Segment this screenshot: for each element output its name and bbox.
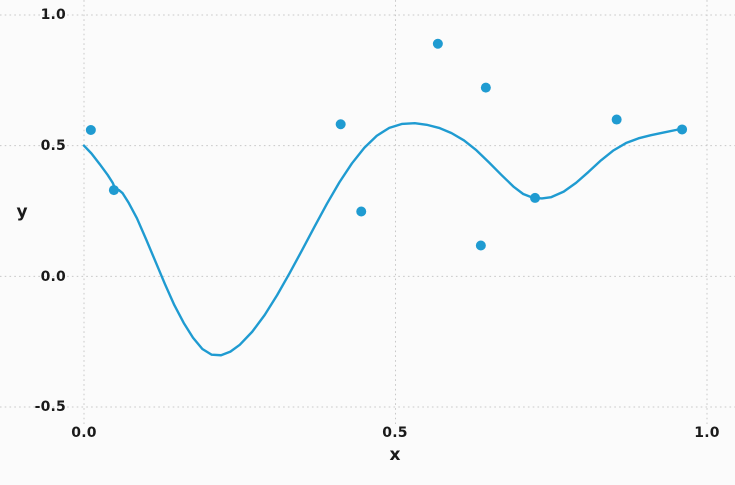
fitted-curve-path (82, 121, 684, 357)
scatter-point (335, 119, 346, 130)
y-axis-title: y (16, 202, 28, 222)
scatter-point (530, 192, 541, 203)
gridlines-group (0, 0, 735, 424)
y-tick-label-2: 0.5 (40, 138, 66, 154)
x-tick-label-1: 0.0 (71, 425, 97, 441)
y-tick-label-1: 1.0 (40, 7, 66, 23)
scatter-points-group (85, 38, 688, 251)
scatter-point (611, 114, 622, 125)
scatter-point (85, 124, 96, 135)
scatter-point (677, 124, 688, 135)
scatter-point (108, 185, 119, 196)
scatter-point (480, 82, 491, 93)
fitted-curve-group (82, 121, 684, 357)
scatter-point (432, 38, 443, 49)
x-axis-title: x (389, 445, 401, 465)
x-tick-label-2: 0.5 (382, 425, 408, 441)
scatter-point (475, 240, 486, 251)
scatter-point (356, 206, 367, 217)
y-tick-label-4: -0.5 (34, 399, 66, 415)
x-tick-label-3: 1.0 (694, 425, 720, 441)
y-tick-label-3: 0.0 (40, 269, 66, 285)
